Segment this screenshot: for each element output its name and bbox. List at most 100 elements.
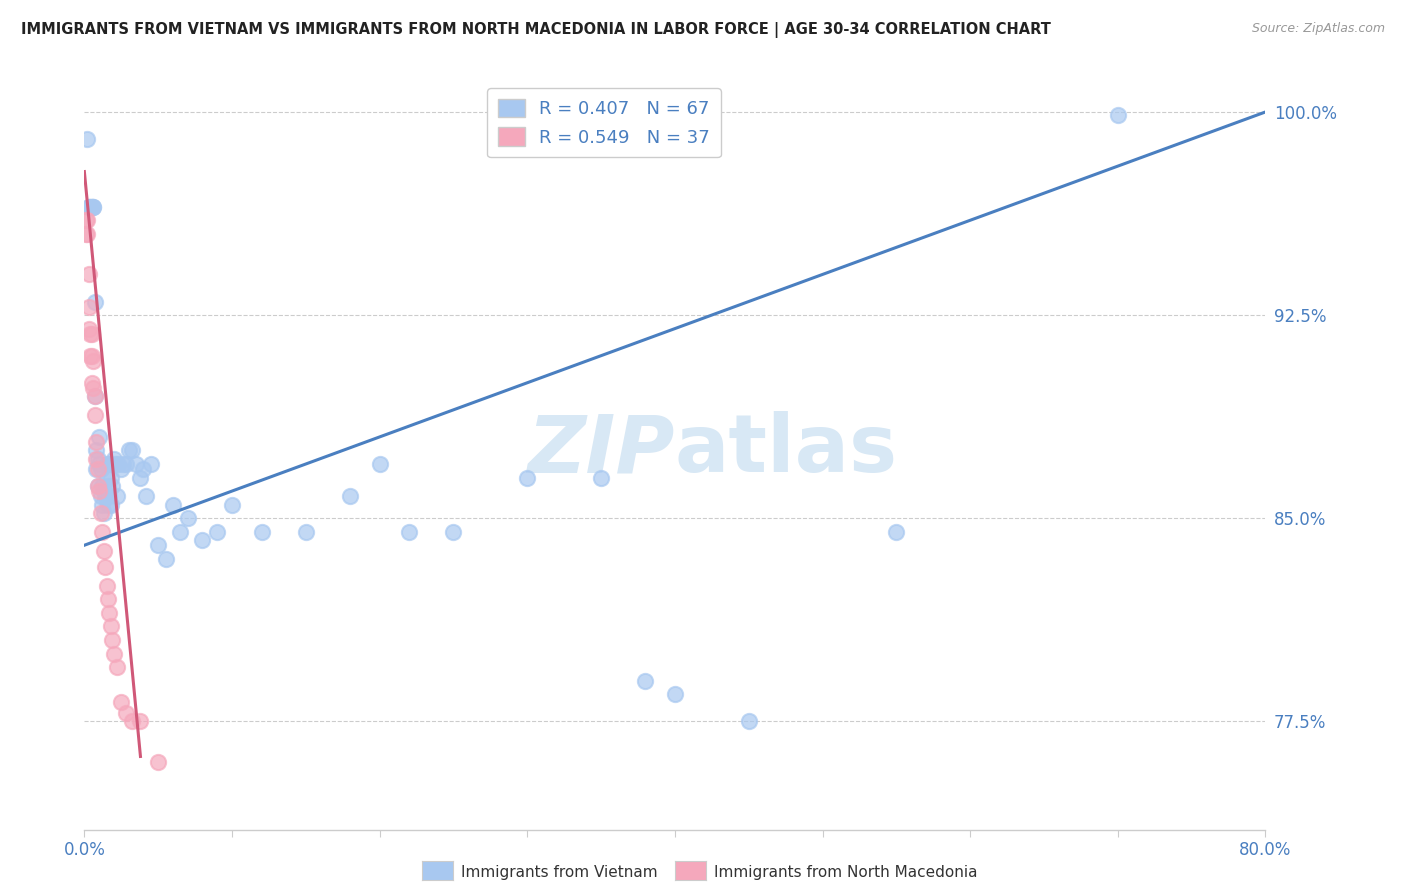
- Point: [83, 389, 105, 403]
- Text: atlas: atlas: [675, 411, 898, 490]
- Point: [76, 132, 98, 146]
- Point: [129, 470, 152, 484]
- Point: [191, 533, 214, 547]
- Text: ZIP: ZIP: [527, 411, 675, 490]
- Point: [93, 506, 115, 520]
- Point: [91, 524, 114, 539]
- Point: [84, 435, 107, 450]
- Point: [80, 376, 103, 390]
- Point: [91, 478, 114, 492]
- Point: [155, 551, 177, 566]
- Point: [177, 511, 200, 525]
- Point: [368, 457, 391, 471]
- Point: [75, 213, 97, 227]
- Text: Immigrants from Vietnam: Immigrants from Vietnam: [461, 865, 658, 880]
- Point: [634, 673, 657, 688]
- Point: [93, 543, 115, 558]
- Point: [87, 430, 111, 444]
- Point: [121, 714, 143, 729]
- Point: [139, 457, 162, 471]
- Point: [86, 478, 108, 492]
- Point: [398, 524, 420, 539]
- Text: Immigrants from North Macedonia: Immigrants from North Macedonia: [714, 865, 977, 880]
- Point: [79, 326, 101, 341]
- Point: [250, 524, 273, 539]
- Point: [111, 457, 134, 471]
- Point: [162, 498, 184, 512]
- Point: [125, 457, 148, 471]
- Text: IMMIGRANTS FROM VIETNAM VS IMMIGRANTS FROM NORTH MACEDONIA IN LABOR FORCE | AGE : IMMIGRANTS FROM VIETNAM VS IMMIGRANTS FR…: [21, 22, 1050, 38]
- Point: [94, 560, 117, 574]
- Point: [87, 457, 111, 471]
- Point: [443, 524, 465, 539]
- Point: [77, 268, 100, 282]
- Point: [114, 457, 136, 471]
- Point: [738, 714, 761, 729]
- Point: [87, 484, 111, 499]
- Point: [96, 470, 118, 484]
- Point: [96, 579, 118, 593]
- Point: [77, 200, 100, 214]
- Point: [84, 451, 107, 466]
- Point: [79, 200, 101, 214]
- Point: [93, 484, 115, 499]
- Point: [105, 490, 128, 504]
- Point: [86, 478, 108, 492]
- Point: [886, 524, 908, 539]
- Point: [79, 349, 101, 363]
- Point: [90, 506, 112, 520]
- Point: [339, 490, 361, 504]
- Point: [80, 200, 103, 214]
- Point: [118, 443, 141, 458]
- Point: [98, 457, 121, 471]
- Point: [80, 326, 103, 341]
- Point: [107, 457, 129, 471]
- Point: [82, 200, 104, 214]
- Point: [82, 381, 104, 395]
- Point: [90, 462, 112, 476]
- Point: [104, 457, 127, 471]
- Point: [135, 490, 157, 504]
- Point: [83, 409, 105, 423]
- Point: [148, 538, 170, 552]
- Point: [76, 213, 98, 227]
- Text: Source: ZipAtlas.com: Source: ZipAtlas.com: [1251, 22, 1385, 36]
- Point: [97, 498, 120, 512]
- Point: [91, 498, 114, 512]
- Point: [121, 443, 143, 458]
- Point: [94, 490, 117, 504]
- Point: [101, 478, 124, 492]
- Point: [103, 451, 125, 466]
- Legend: R = 0.407   N = 67, R = 0.549   N = 37: R = 0.407 N = 67, R = 0.549 N = 37: [486, 88, 721, 157]
- Point: [129, 714, 152, 729]
- Point: [75, 227, 97, 241]
- Point: [83, 389, 105, 403]
- Point: [516, 470, 538, 484]
- Point: [84, 443, 107, 458]
- Point: [100, 470, 122, 484]
- Point: [148, 755, 170, 769]
- Point: [664, 687, 686, 701]
- Point: [83, 294, 105, 309]
- Point: [295, 524, 318, 539]
- Point: [103, 647, 125, 661]
- Point: [132, 462, 155, 476]
- Point: [207, 524, 229, 539]
- Point: [76, 227, 98, 241]
- Point: [100, 619, 122, 633]
- Point: [84, 462, 107, 476]
- Point: [98, 490, 121, 504]
- Point: [86, 451, 108, 466]
- Point: [96, 457, 118, 471]
- Point: [110, 695, 132, 709]
- Point: [77, 200, 100, 214]
- Point: [82, 200, 104, 214]
- Point: [591, 470, 613, 484]
- Point: [221, 498, 243, 512]
- Point: [97, 478, 120, 492]
- Point: [86, 462, 108, 476]
- Point: [90, 490, 112, 504]
- Point: [77, 300, 100, 314]
- Point: [1107, 108, 1129, 122]
- Point: [101, 632, 124, 647]
